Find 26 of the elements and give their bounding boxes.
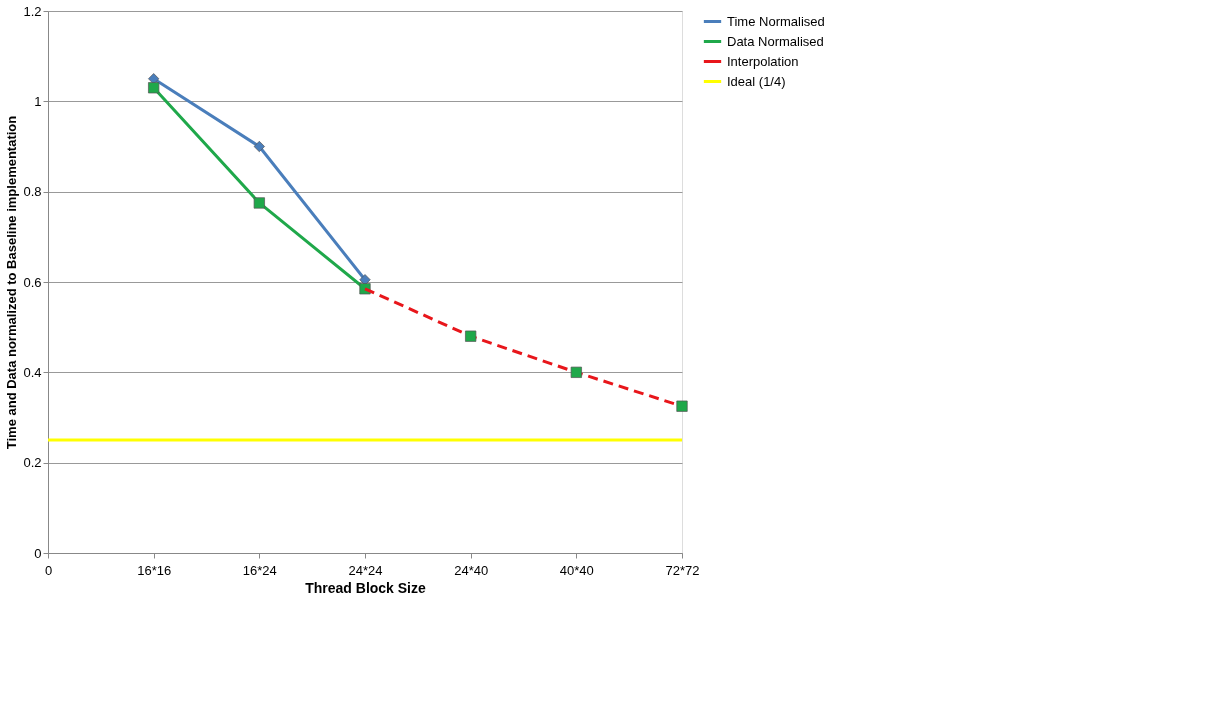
y-axis-title: Time and Data normalized to Baseline implementation <box>4 115 20 450</box>
y-tick-label: 0.6 <box>23 274 42 290</box>
x-tick-label: 24*40 <box>454 562 489 578</box>
point <box>676 400 688 412</box>
x-tick-label: 40*40 <box>559 562 594 578</box>
legend-label: Data Normalised <box>727 33 824 49</box>
point <box>253 140 265 153</box>
point <box>148 82 160 94</box>
x-tick-label: 72*72 <box>665 562 700 578</box>
legend-label: Interpolation <box>727 53 799 69</box>
point <box>465 330 477 342</box>
y-tick-label: 0.4 <box>23 364 42 380</box>
y-tick-label: 1.2 <box>23 3 42 19</box>
legend-label: Time Normalised <box>727 13 825 29</box>
y-tick-label: 0 <box>34 545 42 561</box>
y-tick-label: 0.8 <box>23 184 42 200</box>
x-tick-label: 16*16 <box>137 562 172 578</box>
x-axis-title: Thread Block Size <box>305 579 427 596</box>
y-tick-label: 1 <box>34 93 42 109</box>
point <box>570 366 582 378</box>
point <box>253 197 265 209</box>
x-tick-label: 0 <box>44 562 53 578</box>
legend-label: Ideal (1/4) <box>727 73 786 89</box>
x-tick-label: 16*24 <box>242 562 277 578</box>
y-tick-label: 0.2 <box>23 455 42 471</box>
x-tick-label: 24*24 <box>348 562 383 578</box>
